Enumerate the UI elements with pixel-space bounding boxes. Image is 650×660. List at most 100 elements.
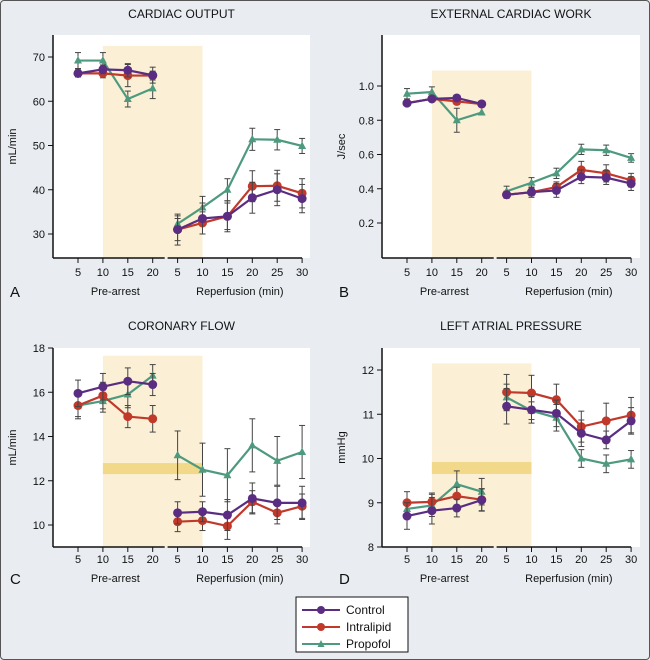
y-tick-label: 14 [33, 432, 45, 444]
y-tick-label: 11 [363, 409, 374, 421]
data-point [123, 376, 133, 386]
panel-letter: B [339, 284, 349, 301]
x-tick-label: 5 [404, 554, 410, 566]
data-point [576, 172, 586, 182]
series-control [73, 63, 307, 246]
x-tick-label: 10 [196, 554, 208, 566]
data-point [626, 179, 636, 189]
data-point [527, 178, 536, 186]
data-point [148, 380, 158, 390]
chart-title: CORONARY FLOW [128, 319, 236, 333]
x-tick-label: 10 [426, 554, 438, 566]
arrest-shading [431, 363, 532, 547]
y-tick-label: 40 [33, 185, 45, 197]
group-label-pre-arrest: Pre-arrest [420, 286, 469, 298]
data-point [198, 465, 207, 473]
series-line [406, 494, 482, 504]
x-tick-label: 20 [476, 267, 488, 279]
data-point [452, 479, 461, 488]
data-point [198, 507, 207, 517]
data-point [98, 56, 107, 64]
reference-band [431, 462, 532, 474]
series-line [406, 96, 482, 106]
x-tick-label: 5 [504, 554, 510, 566]
data-point [577, 454, 586, 462]
group-label-reperfusion: Reperfusion (min) [196, 286, 283, 298]
y-tick-label: 8 [368, 542, 374, 554]
data-point [552, 168, 561, 177]
y-axis-label: mmHg [336, 431, 348, 463]
data-point [248, 440, 257, 449]
data-point [502, 401, 512, 411]
x-tick-label: 20 [476, 554, 488, 566]
x-tick-label: 5 [404, 267, 410, 279]
panel-letter: D [339, 571, 350, 588]
data-point [298, 141, 307, 149]
y-tick-label: 10 [362, 454, 374, 466]
data-point [222, 510, 232, 520]
data-point [627, 153, 636, 161]
group-label-reperfusion: Reperfusion (min) [196, 573, 283, 585]
y-tick-label: 50 [33, 141, 45, 153]
x-tick-label: 30 [625, 554, 637, 566]
data-point [452, 93, 462, 103]
x-tick-label: 20 [246, 554, 258, 566]
x-tick-label: 20 [147, 554, 159, 566]
data-point [576, 428, 586, 438]
chart-title: EXTERNAL CARDIAC WORK [431, 7, 592, 21]
x-tick-label: 20 [246, 267, 258, 279]
x-tick-label: 10 [97, 554, 109, 566]
x-tick-label: 30 [625, 267, 637, 279]
series-line [176, 138, 303, 225]
data-point [601, 435, 611, 445]
data-point [123, 412, 133, 422]
series-line [77, 394, 153, 420]
panel-letter: A [10, 284, 20, 301]
data-point [402, 98, 412, 108]
data-point [247, 193, 257, 203]
group-label-reperfusion: Reperfusion (min) [525, 286, 612, 298]
data-point [601, 416, 611, 426]
data-point [502, 190, 512, 200]
x-tick-label: 5 [75, 267, 81, 279]
data-point [148, 83, 157, 92]
data-point [123, 94, 132, 103]
data-point [527, 405, 536, 415]
x-tick-label: 15 [550, 554, 562, 566]
x-tick-label: 25 [600, 267, 612, 279]
legend: Control Intralipid Propofol [295, 596, 409, 653]
x-tick-label: 10 [525, 267, 537, 279]
series-line [177, 443, 303, 477]
data-point [222, 211, 232, 221]
data-point [627, 454, 636, 463]
series-line [506, 148, 632, 193]
x-tick-label: 20 [575, 267, 587, 279]
group-label-reperfusion: Reperfusion (min) [525, 573, 612, 585]
y-tick-label: 0.2 [359, 218, 374, 230]
data-point [173, 225, 183, 235]
x-tick-label: 10 [426, 267, 438, 279]
data-point [602, 459, 611, 467]
group-label-pre-arrest: Pre-arrest [420, 573, 469, 585]
y-tick-label: 1.0 [359, 81, 374, 93]
data-point [272, 498, 282, 508]
data-point [273, 135, 282, 143]
y-tick-label: 30 [33, 229, 45, 241]
group-label-pre-arrest: Pre-arrest [91, 573, 140, 585]
data-point [477, 108, 486, 116]
data-point [148, 70, 158, 80]
data-point [601, 173, 611, 183]
x-tick-label: 15 [221, 554, 233, 566]
data-point [73, 388, 83, 398]
x-tick-label: 15 [122, 554, 134, 566]
panel-a: CARDIAC OUTPUT 30 40 50 60 70 mL/min 5 10 15 20 5 10… [7, 7, 310, 301]
data-point [427, 94, 437, 104]
data-point [297, 498, 307, 508]
series-control [402, 388, 636, 530]
x-tick-label: 30 [296, 267, 308, 279]
y-tick-label: 0.6 [359, 150, 374, 162]
reference-band [102, 463, 203, 475]
x-tick-label: 15 [550, 267, 562, 279]
data-point [148, 414, 158, 424]
